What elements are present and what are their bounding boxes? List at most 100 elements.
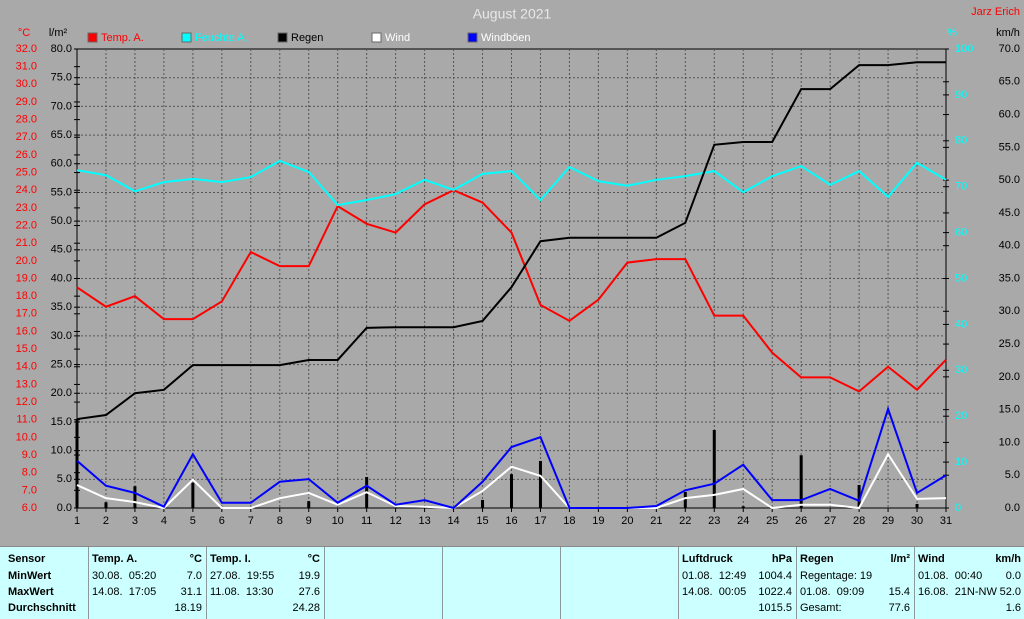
table-cell: hPa [771,553,792,565]
rain-bar [538,460,542,508]
legend-label: Regen [291,32,323,44]
x-tick-label: 8 [277,515,283,527]
y-tick-label: 90 [955,89,967,101]
x-tick-label: 12 [390,515,402,527]
x-tick-label: 20 [621,515,633,527]
y-tick-label: 0 [955,502,961,514]
y-tick-label: 21.0 [16,237,37,249]
y-tick-label: 65.0 [999,76,1020,88]
y-tick-label: 30.0 [51,330,72,342]
table-cell: l/m² [890,553,910,565]
x-tick-label: 29 [882,515,894,527]
x-tick-label: 30 [911,515,923,527]
x-tick-label: 4 [161,515,167,527]
table-cell: Temp. A. [92,553,138,565]
table-cell: Temp. I. [210,553,251,565]
separator [442,547,443,619]
axis-unit: °C [18,27,30,39]
y-tick-label: 32.0 [16,43,37,55]
rain-bar [741,506,745,508]
legend-label: Feuchte A. [195,32,248,44]
table-cell: 19.9 [298,570,320,582]
rain-bar [712,429,716,508]
y-tick-label: 75.0 [51,72,72,84]
rain-bar [104,502,108,508]
y-tick-label: 13.0 [16,378,37,390]
legend-label: Wind [385,32,410,44]
series-line [76,61,946,421]
y-tick-label: 10.0 [999,436,1020,448]
rain-bar [75,419,79,508]
rain-bar [510,474,513,508]
table-cell: 24.28 [292,602,320,614]
y-tick-label: 10 [955,456,967,468]
y-tick-label: 29.0 [16,96,37,108]
series-line [76,189,947,393]
x-tick-label: 13 [418,515,430,527]
y-tick-label: 80 [955,135,967,147]
y-tick-label: 6.0 [22,502,37,514]
legend-label: Temp. A. [101,32,144,44]
series-line [76,159,947,207]
x-tick-label: 9 [306,515,312,527]
y-tick-label: 20.0 [999,371,1020,383]
y-tick-label: 35.0 [999,272,1020,284]
summary-table: Sensor MinWert MaxWert Durchschnitt Temp. A.… [0,546,1024,619]
separator [324,547,325,619]
x-tick-label: 10 [332,515,344,527]
table-cell: 01.08. 09:09 [800,586,865,598]
rain-bar [191,482,195,508]
y-tick-label: 100 [955,43,973,55]
y-tick-label: 31.0 [16,61,37,73]
rain-bar [133,486,137,508]
y-tick-label: 25.0 [999,338,1020,350]
y-tick-label: 20.0 [16,255,37,267]
table-cell: 18.19 [174,602,202,614]
y-tick-label: 0.0 [1005,502,1020,514]
table-cell: Wind [918,553,945,565]
x-tick-label: 21 [650,515,662,527]
legend-swatch [181,32,192,43]
x-tick-label: 11 [361,515,372,527]
y-tick-label: 0.0 [57,502,72,514]
rain-bar [683,491,687,508]
y-tick-label: 12.0 [16,396,37,408]
y-tick-label: 16.0 [16,325,37,337]
y-tick-label: 50 [955,272,967,284]
y-tick-label: 70 [955,181,967,193]
y-tick-label: 35.0 [51,301,72,313]
table-cell: Luftdruck [682,553,733,565]
y-tick-label: 17.0 [16,308,37,320]
y-tick-label: 23.0 [16,202,37,214]
table-cell: 14.08. 00:05 [682,586,747,598]
y-tick-label: 50.0 [51,215,72,227]
y-tick-label: 65.0 [51,129,72,141]
y-tick-label: 8.0 [22,467,37,479]
table-cell: °C [189,553,202,565]
y-tick-label: 20 [955,410,967,422]
separator [914,547,915,619]
table-cell: 77.6 [888,602,910,614]
y-tick-label: 26.0 [16,149,37,161]
y-tick-label: 30.0 [16,78,37,90]
separator [678,547,679,619]
table-cell: 0.0 [1005,570,1021,582]
axis-unit: km/h [996,27,1020,39]
table-cell: MaxWert [8,586,54,598]
axis-unit: % [947,27,957,39]
y-tick-label: 40 [955,318,967,330]
x-tick-label: 2 [103,515,109,527]
x-tick-label: 27 [824,515,836,527]
y-tick-label: 20.0 [51,387,72,399]
y-tick-label: 15.0 [999,404,1020,416]
table-cell: km/h [995,553,1021,565]
x-tick-label: 23 [708,515,720,527]
y-tick-label: 10.0 [16,431,37,443]
y-tick-label: 5.0 [57,473,72,485]
y-tick-label: 7.0 [22,484,37,496]
table-cell: 31.1 [180,586,202,598]
y-tick-label: 28.0 [16,114,37,126]
table-cell: 7.0 [186,570,202,582]
table-cell: 27.6 [298,586,320,598]
